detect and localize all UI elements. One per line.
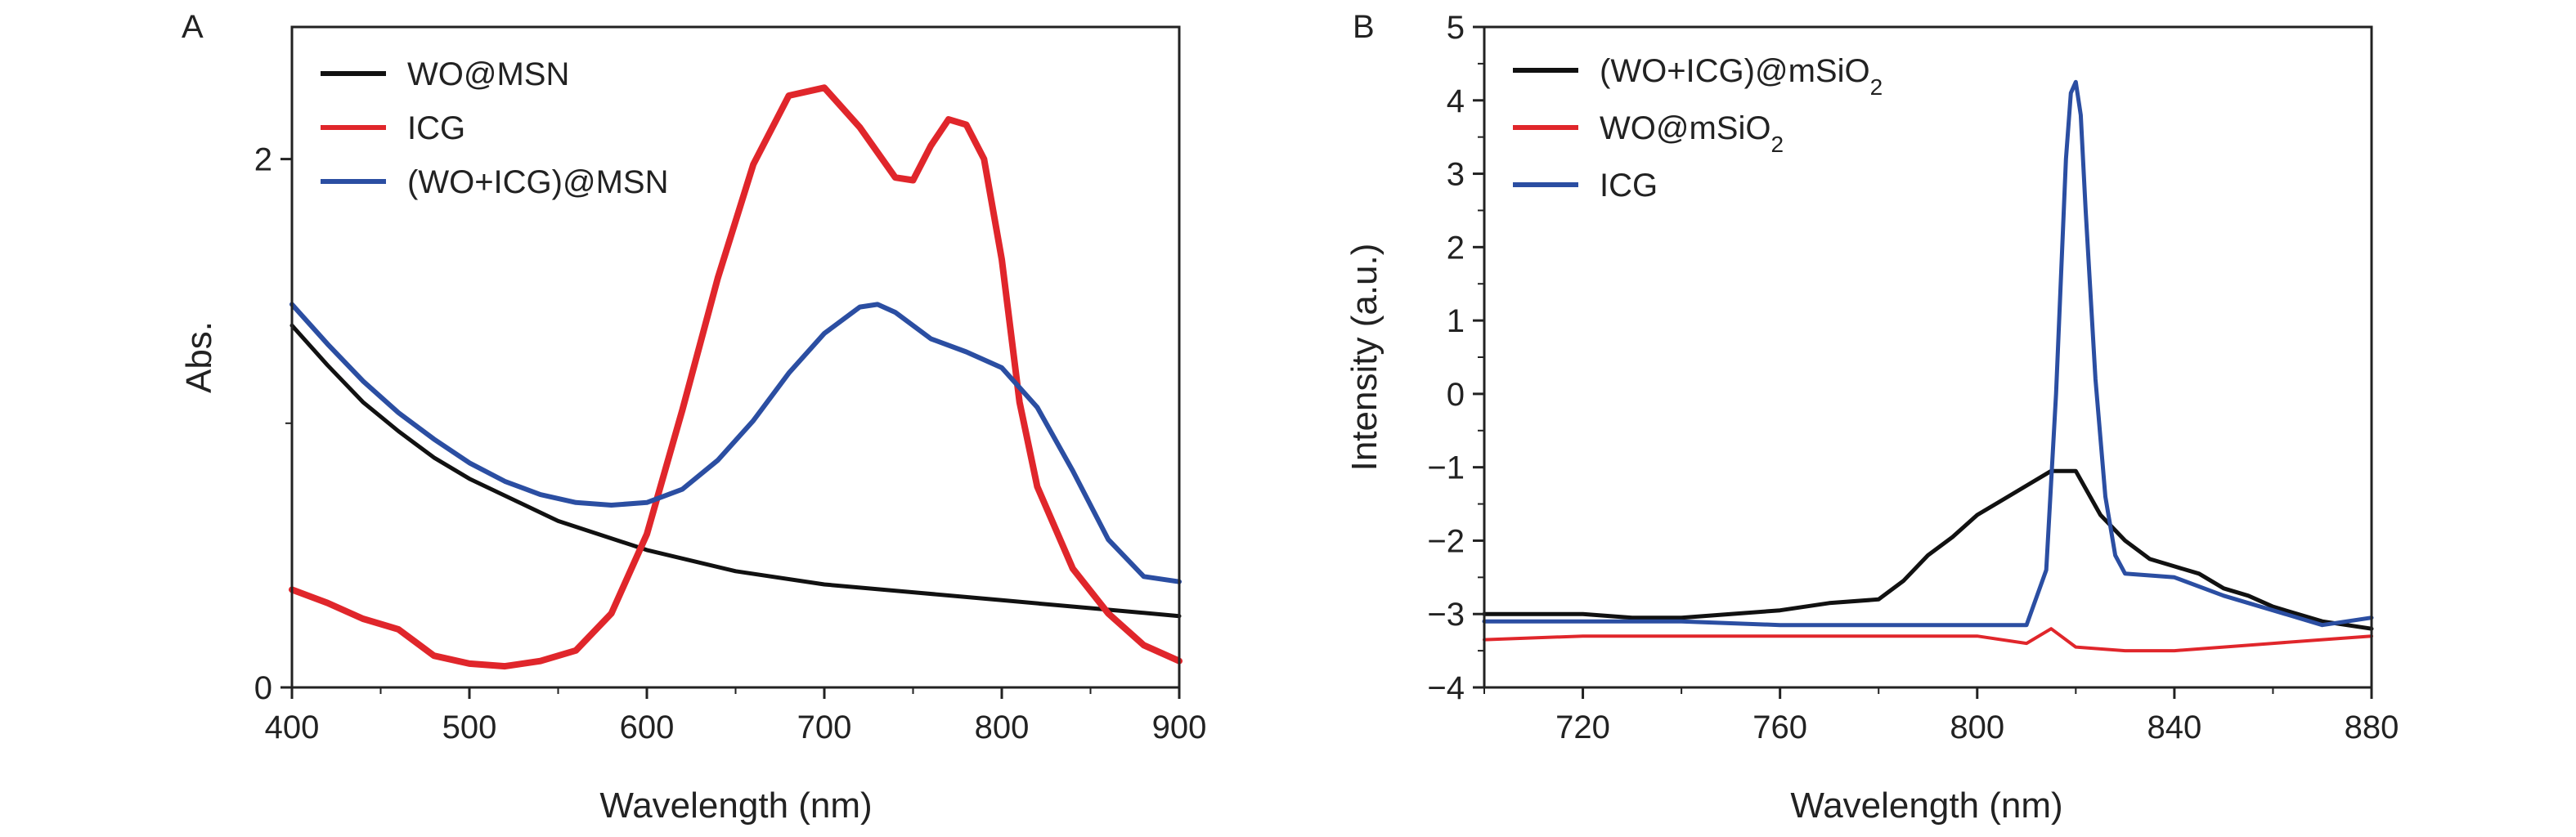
- panel-a-x-tick-label: 600: [620, 709, 675, 745]
- panel-b-x-tick-label: 840: [2147, 709, 2202, 745]
- panel-b: B 720 760 800 840 880 −4 −3 −2 −1 0 1 2 3 4 5 Wavelen…: [1344, 9, 2399, 826]
- panel-a-y-ticks: 02: [254, 142, 292, 706]
- panel-b-legend: (WO+ICG)@mSiO2 WO@mSiO2 ICG: [1513, 53, 1883, 204]
- panel-b-x-axis-label: Wavelength (nm): [1790, 786, 2062, 826]
- panel-a-y-tick-label: 0: [254, 670, 272, 706]
- legend-label-wo-msio2: WO@mSiO2: [1600, 110, 1784, 157]
- legend-label-wo-icg-msio2: (WO+ICG)@mSiO2: [1600, 53, 1883, 100]
- panel-b-x-tick-label: 760: [1752, 709, 1807, 745]
- panel-b-y-tick-label: 5: [1447, 10, 1465, 46]
- legend-label-wo-msn: WO@MSN: [407, 56, 569, 92]
- panel-a-series-icg: [289, 84, 1183, 670]
- panel-b-series-wo-icg-msio2: [1482, 468, 2374, 631]
- panel-b-series-wo-msio2: [1483, 627, 2373, 653]
- panel-b-series-icg: [1482, 79, 2374, 628]
- panel-b-x-ticks: 720 760 800 840 880: [1483, 687, 2399, 745]
- panel-b-y-ticks: −4 −3 −2 −1 0 1 2 3 4 5: [1427, 10, 1484, 706]
- panel-b-x-tick-label: 720: [1555, 709, 1610, 745]
- panel-a-x-tick-label: 700: [797, 709, 852, 745]
- panel-b-y-tick-label: 3: [1447, 157, 1465, 193]
- legend-label-icg-b: ICG: [1600, 168, 1658, 204]
- legend-label-icg: ICG: [407, 110, 465, 146]
- panel-a-y-tick-label: 2: [254, 142, 272, 178]
- panel-a-x-tick-label: 900: [1152, 709, 1207, 745]
- panel-a-x-tick-label: 400: [265, 709, 320, 745]
- panel-b-y-tick-label: −4: [1427, 670, 1465, 706]
- panel-b-y-axis-label: Intensity (a.u.): [1344, 244, 1384, 472]
- panel-b-series: [1482, 79, 2374, 653]
- panel-a-series-wo-icg-msn: [289, 302, 1182, 584]
- panel-a-x-ticks: 400 500 600 700 800 900: [265, 687, 1207, 745]
- panel-b-label: B: [1353, 9, 1375, 45]
- panel-a-x-axis-label: Wavelength (nm): [599, 786, 872, 826]
- panel-a-legend: WO@MSN ICG (WO+ICG)@MSN: [321, 56, 668, 200]
- panel-a-x-tick-label: 500: [442, 709, 497, 745]
- panel-a-series: [289, 84, 1183, 670]
- panel-a: A 400 500 600 700 800 900 02 Wavelength (nm) …: [179, 9, 1206, 826]
- panel-b-x-tick-label: 800: [1950, 709, 2004, 745]
- panel-b-y-tick-label: 1: [1447, 303, 1465, 339]
- panel-a-y-axis-label: Abs.: [179, 321, 219, 393]
- panel-b-y-tick-label: 4: [1447, 83, 1465, 119]
- panel-a-x-tick-label: 800: [975, 709, 1030, 745]
- panel-b-x-tick-label: 880: [2345, 709, 2399, 745]
- panel-b-y-tick-label: 2: [1447, 230, 1465, 266]
- legend-label-wo-icg-msn: (WO+ICG)@MSN: [407, 164, 668, 200]
- panel-b-y-tick-label: 0: [1447, 377, 1465, 413]
- panel-b-y-tick-label: −1: [1427, 450, 1465, 486]
- panel-b-y-tick-label: −2: [1427, 523, 1465, 559]
- panel-a-label: A: [182, 9, 204, 45]
- panel-a-series-wo-msn: [289, 323, 1182, 619]
- panel-b-y-tick-label: −3: [1427, 597, 1465, 633]
